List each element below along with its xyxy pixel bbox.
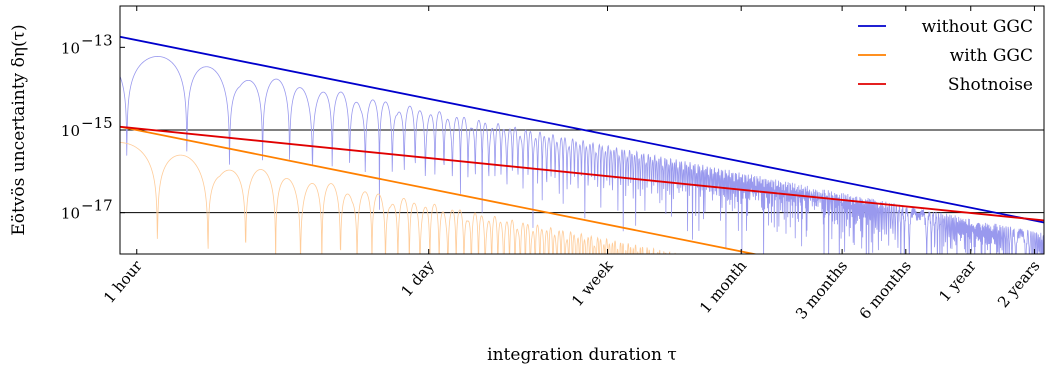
x-tick-label-3: 1 month	[696, 257, 750, 317]
y-tick-exponent-2: −17	[81, 197, 113, 215]
series-lines	[120, 35, 1044, 254]
legend-label-1: with GGC	[950, 46, 1033, 66]
x-tick-label-4: 3 months	[792, 257, 851, 323]
legend: without GGC with GGC Shotnoise	[858, 17, 1033, 95]
trace-with-ggc	[120, 142, 676, 254]
x-tick-label-7: 2 years	[994, 257, 1043, 311]
series-line-without-ggc	[120, 35, 1044, 224]
legend-label-0: without GGC	[922, 17, 1033, 37]
x-tick-label-6: 1 year	[935, 256, 980, 305]
y-tick-label-1: 10	[61, 122, 80, 140]
series-line-shotnoise	[120, 125, 1044, 222]
trace-without-ggc	[120, 56, 1044, 254]
y-tick-label-0: 10	[61, 39, 80, 57]
y-tick-exponent-1: −15	[81, 114, 113, 132]
x-tick-label-5: 6 months	[856, 257, 915, 323]
x-tick-label-0: 1 hour	[100, 256, 146, 306]
series-line-with-ggc	[120, 125, 759, 254]
oscillating-traces	[120, 56, 1044, 254]
legend-label-2: Shotnoise	[948, 75, 1033, 95]
x-axis-label: integration duration τ	[487, 345, 677, 365]
x-tick-label-1: 1 day	[397, 257, 438, 301]
x-tick-label-2: 1 week	[568, 256, 617, 310]
y-tick-label-2: 10	[61, 205, 80, 223]
x-axis: 1 hour 1 day 1 week 1 month 3 months 6 months…	[100, 6, 1043, 323]
y-tick-exponent-0: −13	[81, 31, 113, 49]
y-axis-label: Eötvös uncertainty δη(τ)	[9, 24, 29, 235]
